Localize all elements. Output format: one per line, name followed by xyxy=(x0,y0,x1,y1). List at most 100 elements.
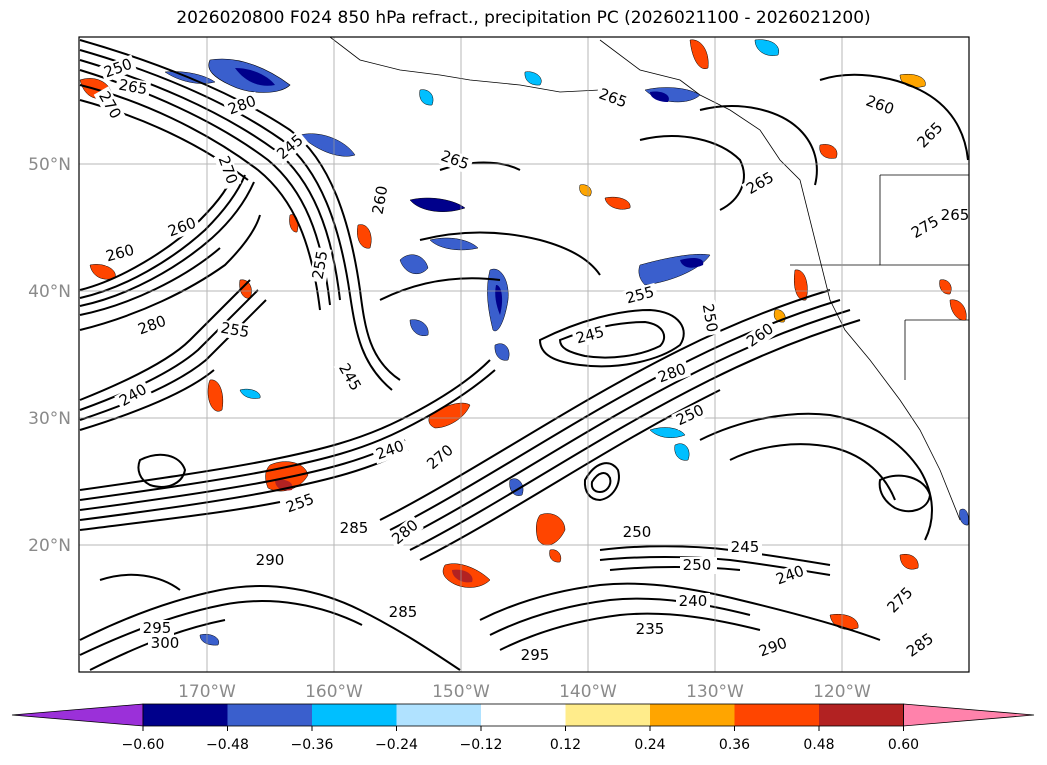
colorbar-segment xyxy=(143,704,228,726)
colorbar-tick-label: 0.12 xyxy=(550,737,581,753)
contour-label: 260 xyxy=(369,184,392,215)
contour-label-bg xyxy=(99,54,138,83)
contour-label-bg xyxy=(741,167,780,200)
contour-label-bg xyxy=(371,436,410,465)
colorbar xyxy=(11,703,1035,727)
contour-label-bg xyxy=(593,84,632,113)
contour-label-bg xyxy=(148,635,182,652)
contour-label: 295 xyxy=(143,619,172,637)
colorbar-segment xyxy=(481,704,566,726)
colorbar-tick-label: 0.24 xyxy=(634,737,665,753)
contour-label-bg xyxy=(754,633,793,662)
contour-label-bg xyxy=(901,628,940,663)
colorbar-segment xyxy=(227,704,313,726)
lon-label: 170°W xyxy=(178,682,236,702)
lon-label: 130°W xyxy=(686,682,744,702)
colorbar-frame xyxy=(142,703,904,727)
lat-label: 30°N xyxy=(28,409,71,429)
contour-label-bg xyxy=(223,91,262,120)
colorbar-segment xyxy=(396,704,482,726)
contour-label-bg xyxy=(421,439,459,475)
contour-label: 255 xyxy=(219,319,250,342)
latitude-labels: 50°N 40°N 30°N 20°N xyxy=(28,155,71,556)
contour-label-bg xyxy=(882,582,919,619)
contour-label-bg xyxy=(671,400,710,431)
lon-label: 150°W xyxy=(432,682,490,702)
contour-label-bg xyxy=(621,282,659,309)
contour-label: 250 xyxy=(699,302,722,333)
contour-label: 255 xyxy=(309,249,332,280)
contour-label-bg xyxy=(386,604,420,621)
colorbar-tick-label: −0.48 xyxy=(206,737,249,753)
colorbar-tick-label: −0.60 xyxy=(122,737,165,753)
lat-label: 40°N xyxy=(28,282,71,302)
contour-label: 245 xyxy=(731,538,760,556)
negative-precip-areas xyxy=(164,39,969,646)
contour-label-bg xyxy=(333,358,366,397)
contour-label: 285 xyxy=(340,519,369,537)
longitude-labels: 170°W 160°W 150°W 140°W 130°W 120°W xyxy=(178,682,871,702)
lon-label: 120°W xyxy=(813,682,871,702)
contour-label-bg xyxy=(309,246,332,284)
contour-label-bg xyxy=(571,322,609,349)
contour-label-bg xyxy=(741,318,780,353)
lon-label: 160°W xyxy=(305,682,363,702)
positive-precip-areas xyxy=(79,39,967,630)
plot-area xyxy=(79,37,969,672)
contour-label-bg xyxy=(133,311,172,340)
colorbar-tick-label: −0.12 xyxy=(460,737,503,753)
contour-label: 265 xyxy=(941,206,970,224)
contour-label-bg xyxy=(281,489,320,518)
contour-label-bg xyxy=(938,207,969,224)
colorbar-tick-label: 0.60 xyxy=(888,737,919,753)
contour-label-bg xyxy=(386,514,424,550)
contour-label: 235 xyxy=(636,620,665,638)
contour-label-bg xyxy=(271,129,309,165)
colorbar-segment xyxy=(312,704,397,726)
contour-label: 300 xyxy=(151,634,180,652)
contour-label: 240 xyxy=(679,592,708,610)
colorbar-tick-labels: −0.60 −0.48 −0.36 −0.24 −0.12 0.12 0.24 0.36 0.4… xyxy=(122,726,919,753)
colorbar-tick-label: 0.48 xyxy=(803,737,834,753)
colorbar-segment xyxy=(819,704,904,726)
colorbar-segment xyxy=(565,704,651,726)
contour-label: 285 xyxy=(389,603,418,621)
colorbar-segment xyxy=(650,704,735,726)
colorbar-tick-label: −0.24 xyxy=(375,737,418,753)
contour-label-bg xyxy=(633,621,667,638)
contour-label-bg xyxy=(93,86,126,125)
lat-label: 50°N xyxy=(28,155,71,175)
contour-label-bg xyxy=(101,240,139,267)
coastline xyxy=(329,37,969,521)
contour-label-bg xyxy=(114,76,152,99)
contour-label-bg xyxy=(518,647,552,664)
contour-label: 265 xyxy=(117,76,148,99)
lat-label: 20°N xyxy=(28,536,71,556)
contour-label-bg xyxy=(620,524,654,541)
contour-label-bg xyxy=(698,299,721,337)
contour-label-bg xyxy=(140,620,174,637)
contour-label-bg xyxy=(912,117,949,154)
contour-label-bg xyxy=(114,379,153,412)
contour-label-bg xyxy=(213,151,242,190)
lon-label: 140°W xyxy=(559,682,617,702)
contour-label-bg xyxy=(680,557,714,574)
colorbar-tick-label: 0.36 xyxy=(719,737,750,753)
contour-label-bg xyxy=(369,181,392,219)
contour-label-bg xyxy=(653,359,692,388)
contour-label-bg xyxy=(728,539,762,556)
contour-label-bg xyxy=(771,561,810,590)
contour-label: 250 xyxy=(683,556,712,574)
contour-label-bg xyxy=(216,319,254,342)
contour-label-bg xyxy=(676,593,710,610)
map-title: 2026020800 F024 850 hPa refract., precip… xyxy=(176,8,871,28)
contour-label-bg xyxy=(337,520,371,537)
colorbar-arrow-high xyxy=(903,703,1035,727)
colorbar-arrow-low xyxy=(11,703,144,727)
colorbar-segment xyxy=(734,704,820,726)
contour-label: 250 xyxy=(623,523,652,541)
precip-shading xyxy=(79,39,969,646)
contour-label: 290 xyxy=(256,551,285,569)
contour-label-bg xyxy=(860,91,899,120)
